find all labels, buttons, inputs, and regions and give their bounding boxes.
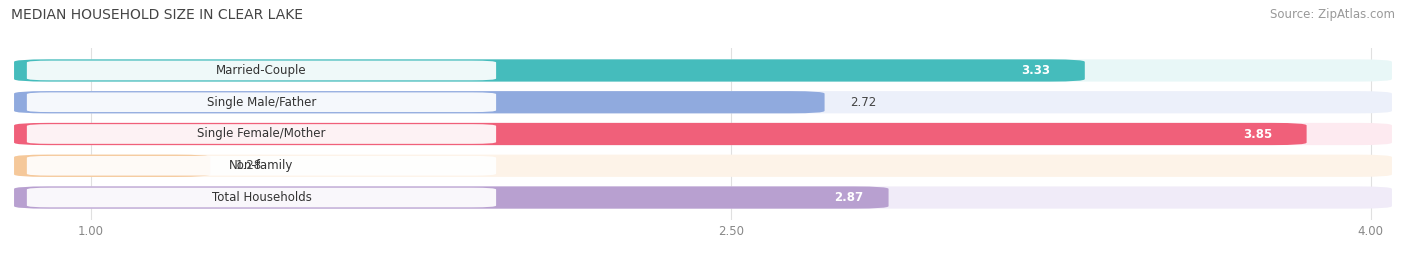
FancyBboxPatch shape <box>27 156 496 176</box>
Text: Non-family: Non-family <box>229 159 294 172</box>
Text: Married-Couple: Married-Couple <box>217 64 307 77</box>
FancyBboxPatch shape <box>14 187 1392 209</box>
FancyBboxPatch shape <box>14 123 1306 145</box>
FancyBboxPatch shape <box>27 92 496 112</box>
Text: 2.87: 2.87 <box>834 191 863 204</box>
FancyBboxPatch shape <box>14 59 1392 81</box>
FancyBboxPatch shape <box>14 123 1392 145</box>
FancyBboxPatch shape <box>27 188 496 207</box>
FancyBboxPatch shape <box>14 155 1392 177</box>
FancyBboxPatch shape <box>27 61 496 80</box>
Text: 1.28: 1.28 <box>236 159 262 172</box>
Text: Total Households: Total Households <box>211 191 311 204</box>
Text: Single Female/Mother: Single Female/Mother <box>197 128 326 140</box>
FancyBboxPatch shape <box>14 187 889 209</box>
FancyBboxPatch shape <box>14 59 1085 81</box>
Text: 3.85: 3.85 <box>1243 128 1272 140</box>
FancyBboxPatch shape <box>14 91 824 113</box>
Text: Single Male/Father: Single Male/Father <box>207 96 316 109</box>
Text: MEDIAN HOUSEHOLD SIZE IN CLEAR LAKE: MEDIAN HOUSEHOLD SIZE IN CLEAR LAKE <box>11 8 304 22</box>
Text: 2.72: 2.72 <box>851 96 876 109</box>
FancyBboxPatch shape <box>27 124 496 144</box>
FancyBboxPatch shape <box>14 91 1392 113</box>
Text: 3.33: 3.33 <box>1022 64 1050 77</box>
FancyBboxPatch shape <box>14 155 211 177</box>
Text: Source: ZipAtlas.com: Source: ZipAtlas.com <box>1270 8 1395 21</box>
